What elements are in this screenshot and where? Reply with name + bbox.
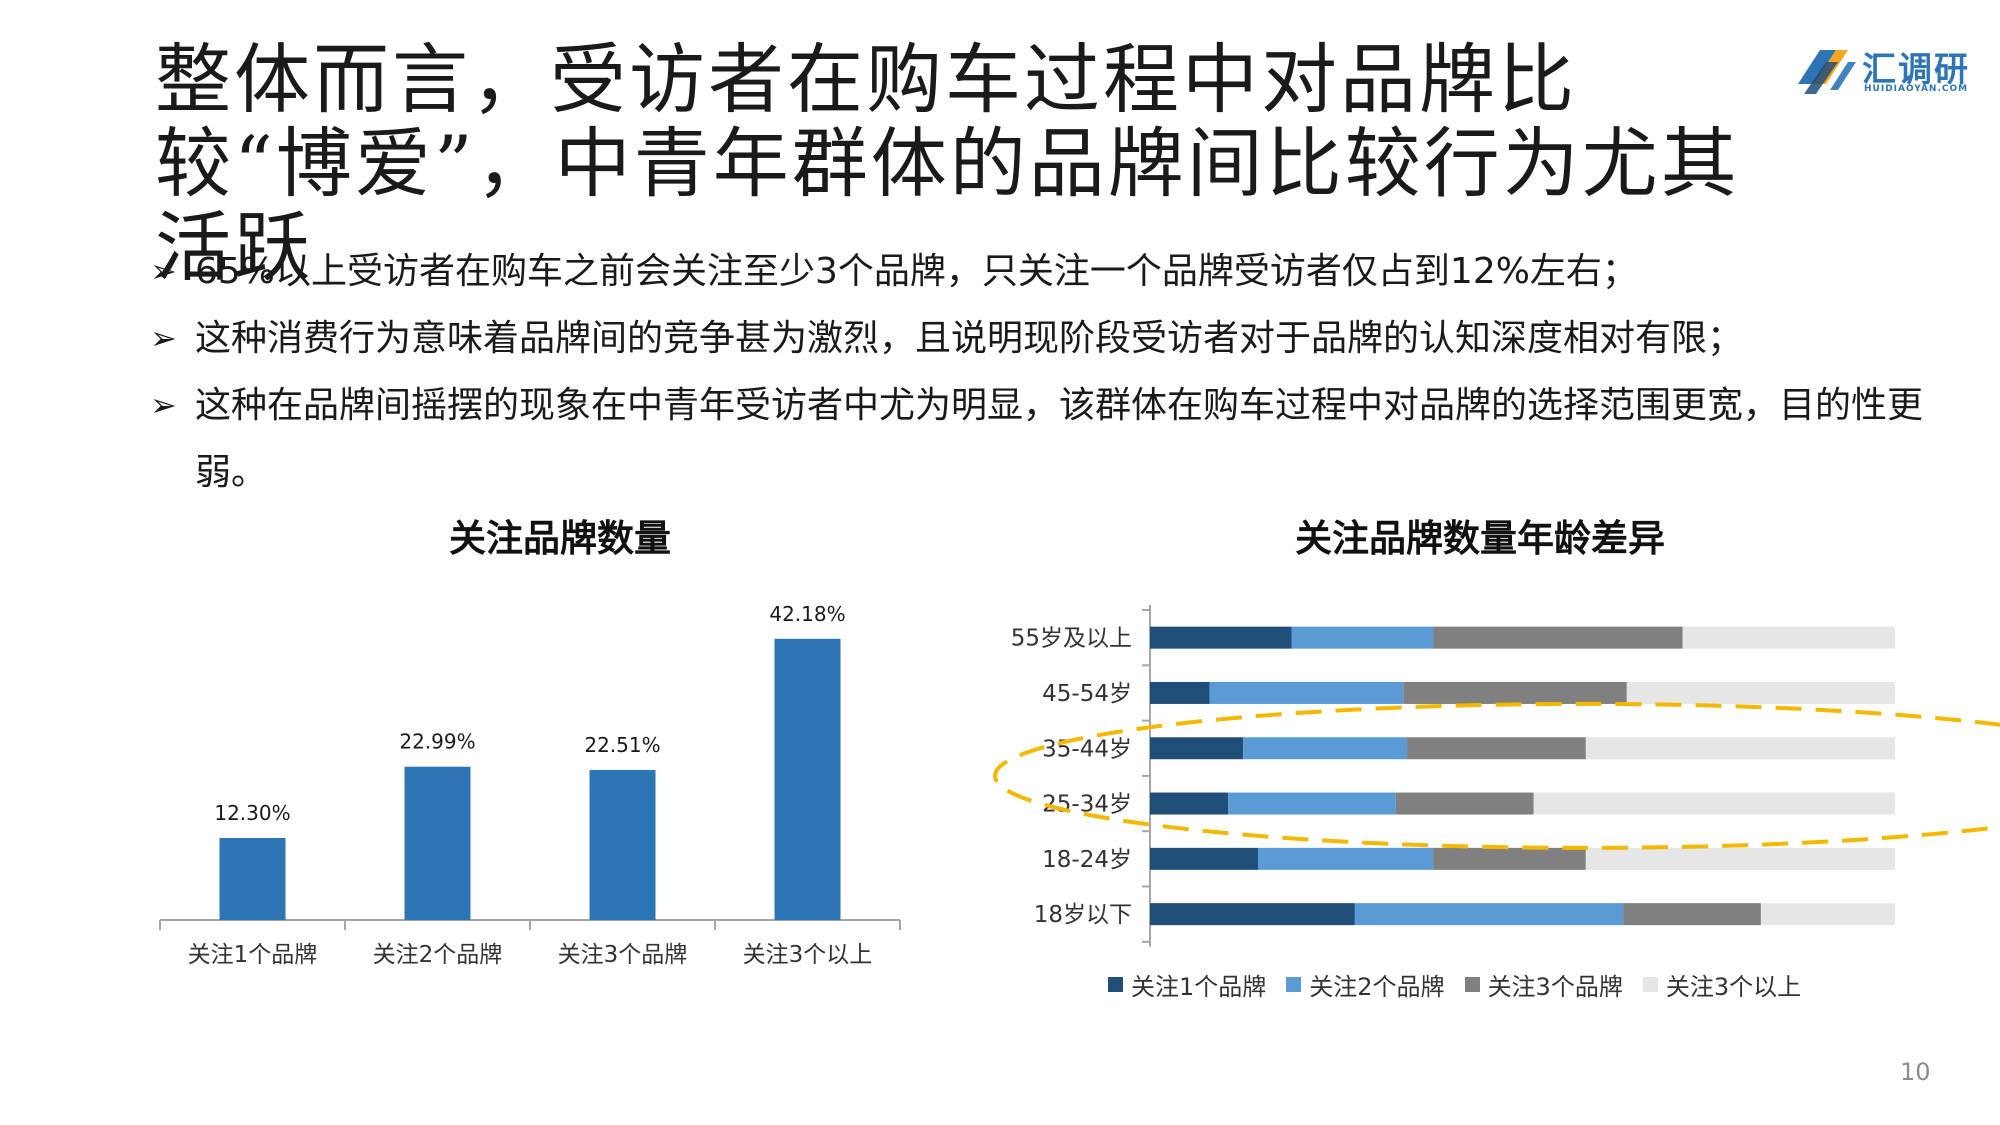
- category-label: 45-54岁: [1042, 681, 1132, 707]
- legend-label: 关注1个品牌: [1131, 972, 1267, 1001]
- stacked-bar-segment: [1150, 626, 1292, 649]
- legend-item: 关注2个品牌: [1286, 967, 1445, 1002]
- legend-label: 关注3个品牌: [1487, 972, 1623, 1001]
- legend-swatch: [1286, 976, 1302, 992]
- legend-swatch: [1108, 976, 1123, 992]
- legend-swatch: [1464, 976, 1480, 992]
- data-label: 22.99%: [399, 730, 475, 754]
- stacked-bar-segment: [1395, 792, 1534, 815]
- bullet-text: 这种在品牌间摇摆的现象在中青年受访者中尤为明显，该群体在购车过程中对品牌的选择范…: [195, 385, 1924, 493]
- stacked-bar-segment: [1403, 681, 1627, 704]
- category-label: 关注2个品牌: [373, 942, 503, 968]
- stacked-bar-segment: [1533, 792, 1895, 815]
- stacked-bar-segment: [1150, 737, 1244, 760]
- stacked-bar-segment: [1585, 847, 1895, 870]
- arrow-bullet-icon: ➢: [150, 252, 177, 290]
- stacked-bar-segment: [1150, 903, 1355, 926]
- bullet-item: ➢ 这种在品牌间摇摆的现象在中青年受访者中尤为明显，该群体在购车过程中对品牌的选择…: [150, 372, 1950, 506]
- bar: [404, 766, 471, 920]
- stacked-bar-segment: [1682, 626, 1895, 649]
- stacked-chart-legend: 关注1个品牌 关注2个品牌 关注3个品牌 关注3个以上: [1108, 966, 1801, 1002]
- stacked-bar-segment: [1354, 903, 1624, 926]
- stacked-bar-segment: [1433, 847, 1586, 870]
- data-label: 22.51%: [584, 733, 660, 757]
- stacked-bar-segment: [1623, 903, 1761, 926]
- stacked-bar-segment: [1626, 681, 1895, 704]
- bullet-item: ➢ 这种消费行为意味着品牌间的竞争甚为激烈，且说明现阶段受访者对于品牌的认知深度相…: [150, 305, 1950, 372]
- stacked-bar-segment: [1209, 681, 1404, 704]
- category-label: 关注3个以上: [743, 942, 873, 968]
- slide-title: 整体而言，受访者在购车过程中对品牌比较“博爱”，中青年群体的品牌间比较行为尤其活…: [155, 35, 1740, 292]
- category-label: 35-44岁: [1042, 736, 1132, 762]
- legend-item: 关注1个品牌: [1108, 967, 1266, 1002]
- category-label: 关注3个品牌: [558, 942, 688, 968]
- category-label: 55岁及以上: [1011, 626, 1132, 652]
- category-label: 关注1个品牌: [188, 942, 318, 968]
- stacked-bar-segment: [1150, 681, 1210, 704]
- legend-label: 关注3个以上: [1665, 972, 1802, 1001]
- data-label: 12.30%: [214, 801, 290, 825]
- stacked-bar-segment: [1760, 903, 1895, 926]
- arrow-bullet-icon: ➢: [150, 386, 177, 424]
- category-label: 18岁以下: [1034, 902, 1132, 928]
- stacked-bar-segment: [1150, 847, 1259, 870]
- bullet-text: 65%以上受访者在购车之前会关注至少3个品牌，只关注一个品牌受访者仅占到12%左…: [195, 251, 1638, 292]
- stacked-bar-segment: [1258, 847, 1434, 870]
- arrow-bullet-icon: ➢: [150, 319, 177, 357]
- highlight-ellipse: [993, 701, 2000, 850]
- stacked-bar-segment: [1433, 626, 1683, 649]
- data-label: 42.18%: [769, 602, 845, 626]
- legend-item: 关注3个以上: [1642, 967, 1802, 1002]
- brand-logo-icon: [1798, 50, 1856, 94]
- bar: [774, 638, 841, 920]
- brand-logo-text: 汇调研: [1862, 50, 1970, 90]
- legend-label: 关注2个品牌: [1309, 972, 1445, 1001]
- stacked-bar-segment: [1243, 737, 1408, 760]
- brand-count-bar-chart: 12.30% 关注1个品牌 22.99% 关注2个品牌 22.51% 关注3个品牌 42.1…: [159, 602, 901, 968]
- stacked-chart-title: 关注品牌数量年龄差异: [1295, 517, 1665, 560]
- bar-chart-title: 关注品牌数量: [449, 517, 671, 560]
- bar: [219, 838, 286, 920]
- stacked-bar-segment: [1291, 626, 1434, 649]
- legend-item: 关注3个品牌: [1464, 967, 1623, 1002]
- brand-logo-subtext: HUIDIAOYAN.COM: [1864, 84, 1969, 94]
- bar: [589, 769, 656, 920]
- bullet-list: ➢ 65%以上受访者在购车之前会关注至少3个品牌，只关注一个品牌受访者仅占到12%…: [150, 238, 1950, 506]
- bullet-item: ➢ 65%以上受访者在购车之前会关注至少3个品牌，只关注一个品牌受访者仅占到12%…: [150, 238, 1950, 305]
- stacked-bar-segment: [1585, 737, 1895, 760]
- page-number: 10: [1900, 1058, 1931, 1086]
- stacked-bar-segment: [1407, 737, 1586, 760]
- category-label: 18-24岁: [1042, 847, 1132, 873]
- brand-logo: 汇调研 HUIDIAOYAN.COM: [1790, 32, 1980, 108]
- legend-swatch: [1642, 976, 1658, 992]
- stacked-bar-segment: [1228, 792, 1396, 815]
- bullet-text: 这种消费行为意味着品牌间的竞争甚为激烈，且说明现阶段受访者对于品牌的认知深度相对…: [195, 318, 1744, 359]
- stacked-bar-segment: [1150, 792, 1229, 815]
